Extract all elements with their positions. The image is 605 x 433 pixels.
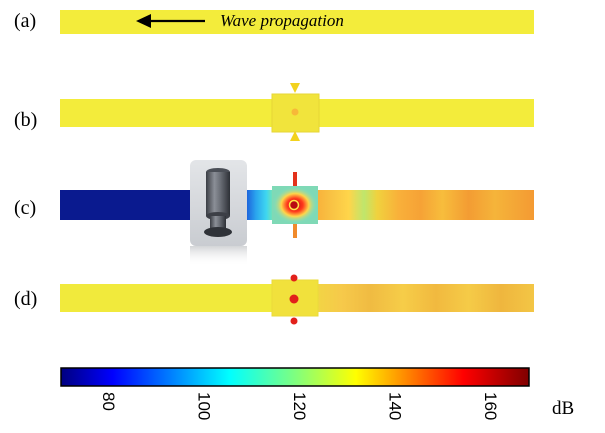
panel-c-neck-field: [244, 190, 274, 220]
panel-d-downstream-field: [316, 284, 534, 312]
panel-c-label: (c): [14, 197, 36, 219]
panel-b-label: (b): [14, 109, 37, 131]
panel-c: (c): [14, 160, 534, 266]
panel-d-upstream-field: [60, 284, 272, 312]
panel-a-label: (a): [14, 10, 36, 32]
colorbar-scale: [60, 367, 530, 387]
colorbar-tick-label: 80: [99, 392, 118, 411]
panel-b-notch-bottom: [290, 131, 300, 141]
panel-b: (b): [14, 83, 534, 141]
wave-propagation-label: Wave propagation: [220, 11, 344, 30]
panel-d-dot-bottom: [290, 317, 298, 325]
panel-b-hole: [291, 108, 299, 116]
panel-b-notch-top: [290, 83, 300, 93]
colorbar-unit: dB: [552, 398, 574, 419]
panel-c-stub-bottom: [293, 224, 297, 238]
panel-c-downstream-field: [316, 190, 534, 220]
panel-d: (d): [14, 274, 534, 325]
panel-d-dot-top: [290, 274, 298, 282]
panel-a: (a) Wave propagation: [14, 10, 534, 34]
left-arrow-icon: [136, 14, 205, 28]
panel-c-source: [288, 199, 300, 211]
colorbar: 80 100 120 140 160 dB: [60, 367, 574, 420]
colorbar-tick-label: 100: [194, 392, 213, 420]
colorbar-tick-label: 160: [481, 392, 500, 420]
panel-d-source: [289, 294, 299, 304]
colorbar-tick-label: 140: [385, 392, 404, 420]
colorbar-ticks: 80 100 120 140 160: [99, 392, 500, 420]
panel-d-label: (d): [14, 288, 37, 310]
cylindrical-resonator-icon: [190, 160, 247, 266]
panel-c-stub-top: [293, 172, 297, 186]
colorbar-tick-label: 120: [290, 392, 309, 420]
